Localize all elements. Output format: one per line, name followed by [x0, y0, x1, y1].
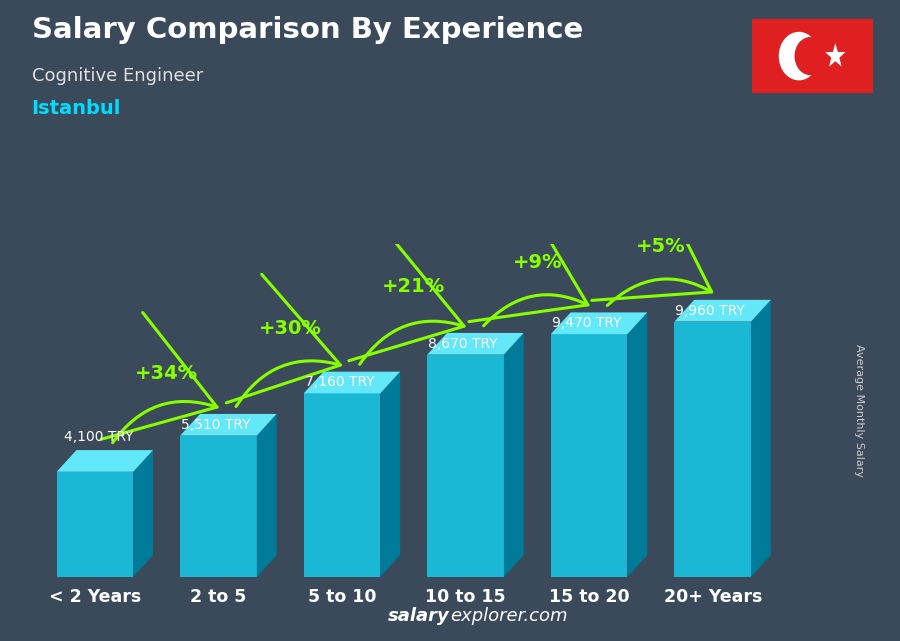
Text: +9%: +9%	[512, 253, 562, 272]
Polygon shape	[304, 394, 381, 577]
Polygon shape	[256, 414, 276, 577]
Text: 9,470 TRY: 9,470 TRY	[552, 316, 622, 330]
FancyArrowPatch shape	[592, 185, 712, 305]
Text: Average Monthly Salary: Average Monthly Salary	[854, 344, 865, 477]
Text: Istanbul: Istanbul	[32, 99, 121, 119]
Text: explorer.com: explorer.com	[450, 607, 568, 625]
Polygon shape	[180, 436, 256, 577]
Polygon shape	[180, 414, 276, 436]
Circle shape	[796, 38, 825, 74]
Text: +34%: +34%	[135, 365, 198, 383]
Polygon shape	[551, 334, 627, 577]
Polygon shape	[304, 372, 400, 394]
Polygon shape	[504, 333, 524, 577]
Text: Salary Comparison By Experience: Salary Comparison By Experience	[32, 16, 583, 44]
Text: +30%: +30%	[258, 319, 321, 338]
Text: 5,510 TRY: 5,510 TRY	[181, 418, 251, 432]
Polygon shape	[751, 300, 770, 577]
Text: 7,160 TRY: 7,160 TRY	[305, 376, 374, 390]
Polygon shape	[381, 372, 400, 577]
Polygon shape	[551, 312, 647, 334]
Polygon shape	[428, 354, 504, 577]
Text: 4,100 TRY: 4,100 TRY	[64, 429, 133, 444]
FancyArrowPatch shape	[349, 233, 464, 364]
Text: 8,670 TRY: 8,670 TRY	[428, 337, 498, 351]
Text: +5%: +5%	[636, 237, 686, 256]
Polygon shape	[674, 300, 770, 322]
Polygon shape	[627, 312, 647, 577]
Text: 9,960 TRY: 9,960 TRY	[675, 304, 745, 318]
Text: salary: salary	[388, 607, 450, 625]
Polygon shape	[825, 43, 845, 67]
Polygon shape	[57, 450, 153, 472]
Polygon shape	[428, 333, 524, 354]
Polygon shape	[133, 450, 153, 577]
Polygon shape	[57, 472, 133, 577]
Polygon shape	[674, 322, 751, 577]
FancyArrowPatch shape	[101, 313, 217, 443]
Text: Cognitive Engineer: Cognitive Engineer	[32, 67, 202, 85]
Circle shape	[779, 33, 818, 79]
Text: +21%: +21%	[382, 277, 446, 296]
FancyArrowPatch shape	[227, 274, 340, 406]
FancyArrowPatch shape	[469, 201, 588, 326]
